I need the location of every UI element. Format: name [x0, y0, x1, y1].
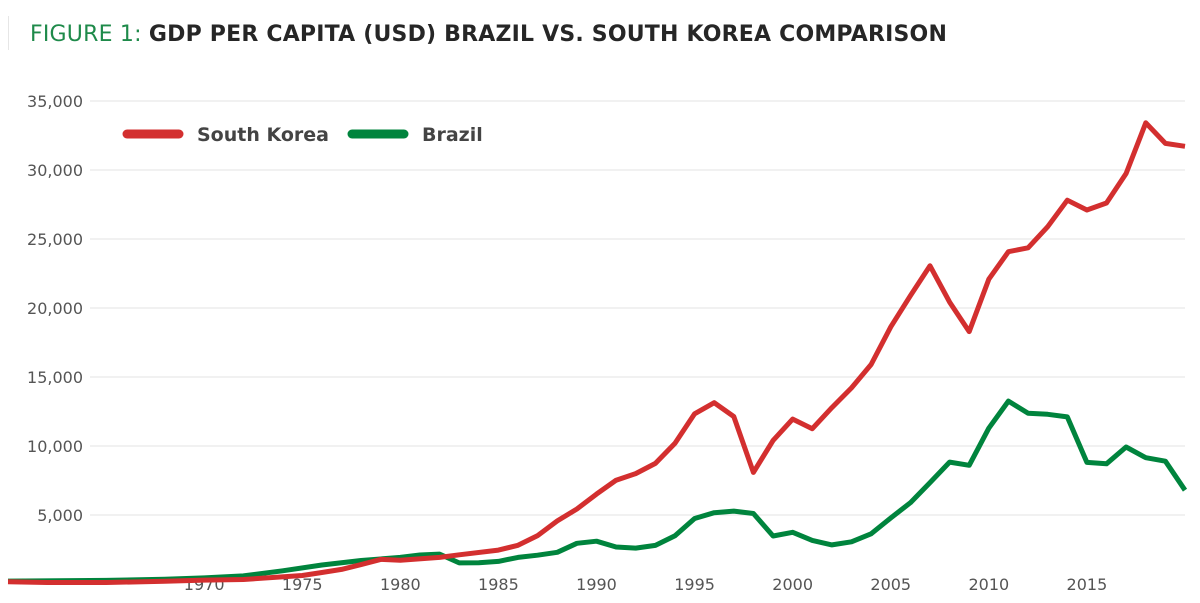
y-tick-label-15000: 15,000 [27, 368, 83, 387]
series-line-brazil [7, 398, 1188, 584]
x-tick-label-1990: 1990 [576, 575, 617, 594]
y-tick-label-35000: 35,000 [27, 92, 83, 111]
legend-label-south-korea: South Korea [197, 124, 329, 146]
x-tick-label-2005: 2005 [870, 575, 911, 594]
grid-lines [90, 100, 1185, 516]
series-line-south-korea [7, 120, 1186, 585]
x-tick-label-2000: 2000 [772, 575, 813, 594]
x-tick-label-2010: 2010 [968, 575, 1009, 594]
chart-title-prefix: FIGURE 1: [30, 22, 142, 47]
y-tick-label-25000: 25,000 [27, 230, 83, 249]
y-tick-label-20000: 20,000 [27, 299, 83, 318]
chart-title: FIGURE 1: GDP PER CAPITA (USD) BRAZIL VS… [30, 22, 947, 47]
x-tick-label-1995: 1995 [674, 575, 715, 594]
legend-label-brazil: Brazil [422, 124, 483, 146]
chart-title-main: GDP PER CAPITA (USD) BRAZIL VS. SOUTH KO… [148, 22, 948, 47]
x-tick-label-1985: 1985 [478, 575, 519, 594]
legend: South Korea Brazil [122, 124, 483, 146]
y-tick-label-5000: 5,000 [37, 506, 83, 525]
y-tick-label-10000: 10,000 [27, 437, 83, 456]
y-tick-label-30000: 30,000 [27, 161, 83, 180]
x-tick-label-1975: 1975 [282, 575, 323, 594]
x-tick-label-2015: 2015 [1067, 575, 1108, 594]
title-accent-rule [8, 16, 9, 50]
x-tick-label-1980: 1980 [380, 575, 421, 594]
x-axis-ticks: 1970 1975 1980 1985 1990 1995 2000 2005 2010 2015 [184, 575, 1107, 594]
series-lines [7, 120, 1188, 585]
y-axis-ticks: 5,000 10,000 15,000 20,000 25,000 30,000 35,00… [27, 92, 83, 525]
